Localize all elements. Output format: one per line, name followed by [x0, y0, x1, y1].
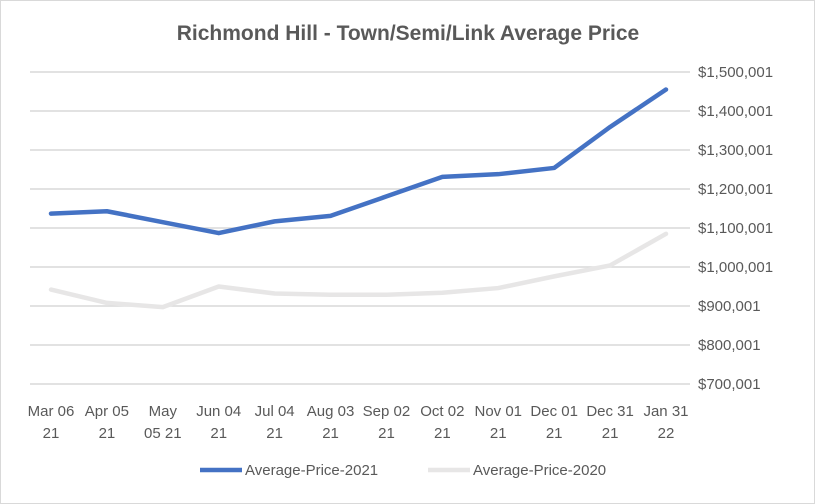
x-tick-label: Dec 01	[530, 403, 578, 420]
y-tick-label: $900,001	[698, 298, 761, 315]
y-tick-label: $1,500,001	[698, 64, 773, 81]
x-tick-label: 21	[43, 425, 60, 442]
series-average-price-2020	[48, 231, 669, 310]
x-tick-label: 21	[490, 425, 507, 442]
legend-label: Average-Price-2020	[473, 462, 606, 479]
y-tick-label: $1,200,001	[698, 181, 773, 198]
x-tick-label: 22	[658, 425, 675, 442]
x-tick-label: 21	[210, 425, 227, 442]
legend-label: Average-Price-2021	[245, 462, 378, 479]
x-tick-label: Nov 01	[475, 403, 523, 420]
x-tick-label: 21	[546, 425, 563, 442]
x-tick-label: Mar 06	[28, 403, 75, 420]
y-tick-label: $800,001	[698, 337, 761, 354]
x-tick-label: 21	[99, 425, 116, 442]
y-tick-label: $1,300,001	[698, 142, 773, 159]
x-tick-label: Aug 03	[307, 403, 355, 420]
y-tick-label: $1,400,001	[698, 103, 773, 120]
legend-item: Average-Price-2021	[200, 462, 378, 479]
chart-title: Richmond Hill - Town/Semi/Link Average P…	[177, 22, 639, 45]
x-tick-label: Jan 31	[643, 403, 688, 420]
y-tick-label: $1,100,001	[698, 220, 773, 237]
x-tick-label: Jun 04	[196, 403, 241, 420]
x-tick-label: 21	[266, 425, 283, 442]
x-tick-label: 21	[602, 425, 619, 442]
series-line	[48, 231, 669, 310]
x-tick-label: Jul 04	[255, 403, 295, 420]
x-tick-label: May	[149, 403, 178, 420]
y-tick-label: $1,000,001	[698, 259, 773, 276]
x-tick-label: Apr 05	[85, 403, 129, 420]
y-tick-label: $700,001	[698, 376, 761, 393]
legend-item: Average-Price-2020	[428, 462, 606, 479]
series-line	[48, 87, 669, 236]
series-average-price-2021	[48, 87, 669, 236]
x-tick-label: Dec 31	[586, 403, 634, 420]
x-tick-label: Oct 02	[420, 403, 464, 420]
x-tick-label: 05 21	[144, 425, 182, 442]
x-tick-label: Sep 02	[363, 403, 411, 420]
x-tick-label: 21	[378, 425, 395, 442]
x-tick-label: 21	[322, 425, 339, 442]
x-tick-label: 21	[434, 425, 451, 442]
